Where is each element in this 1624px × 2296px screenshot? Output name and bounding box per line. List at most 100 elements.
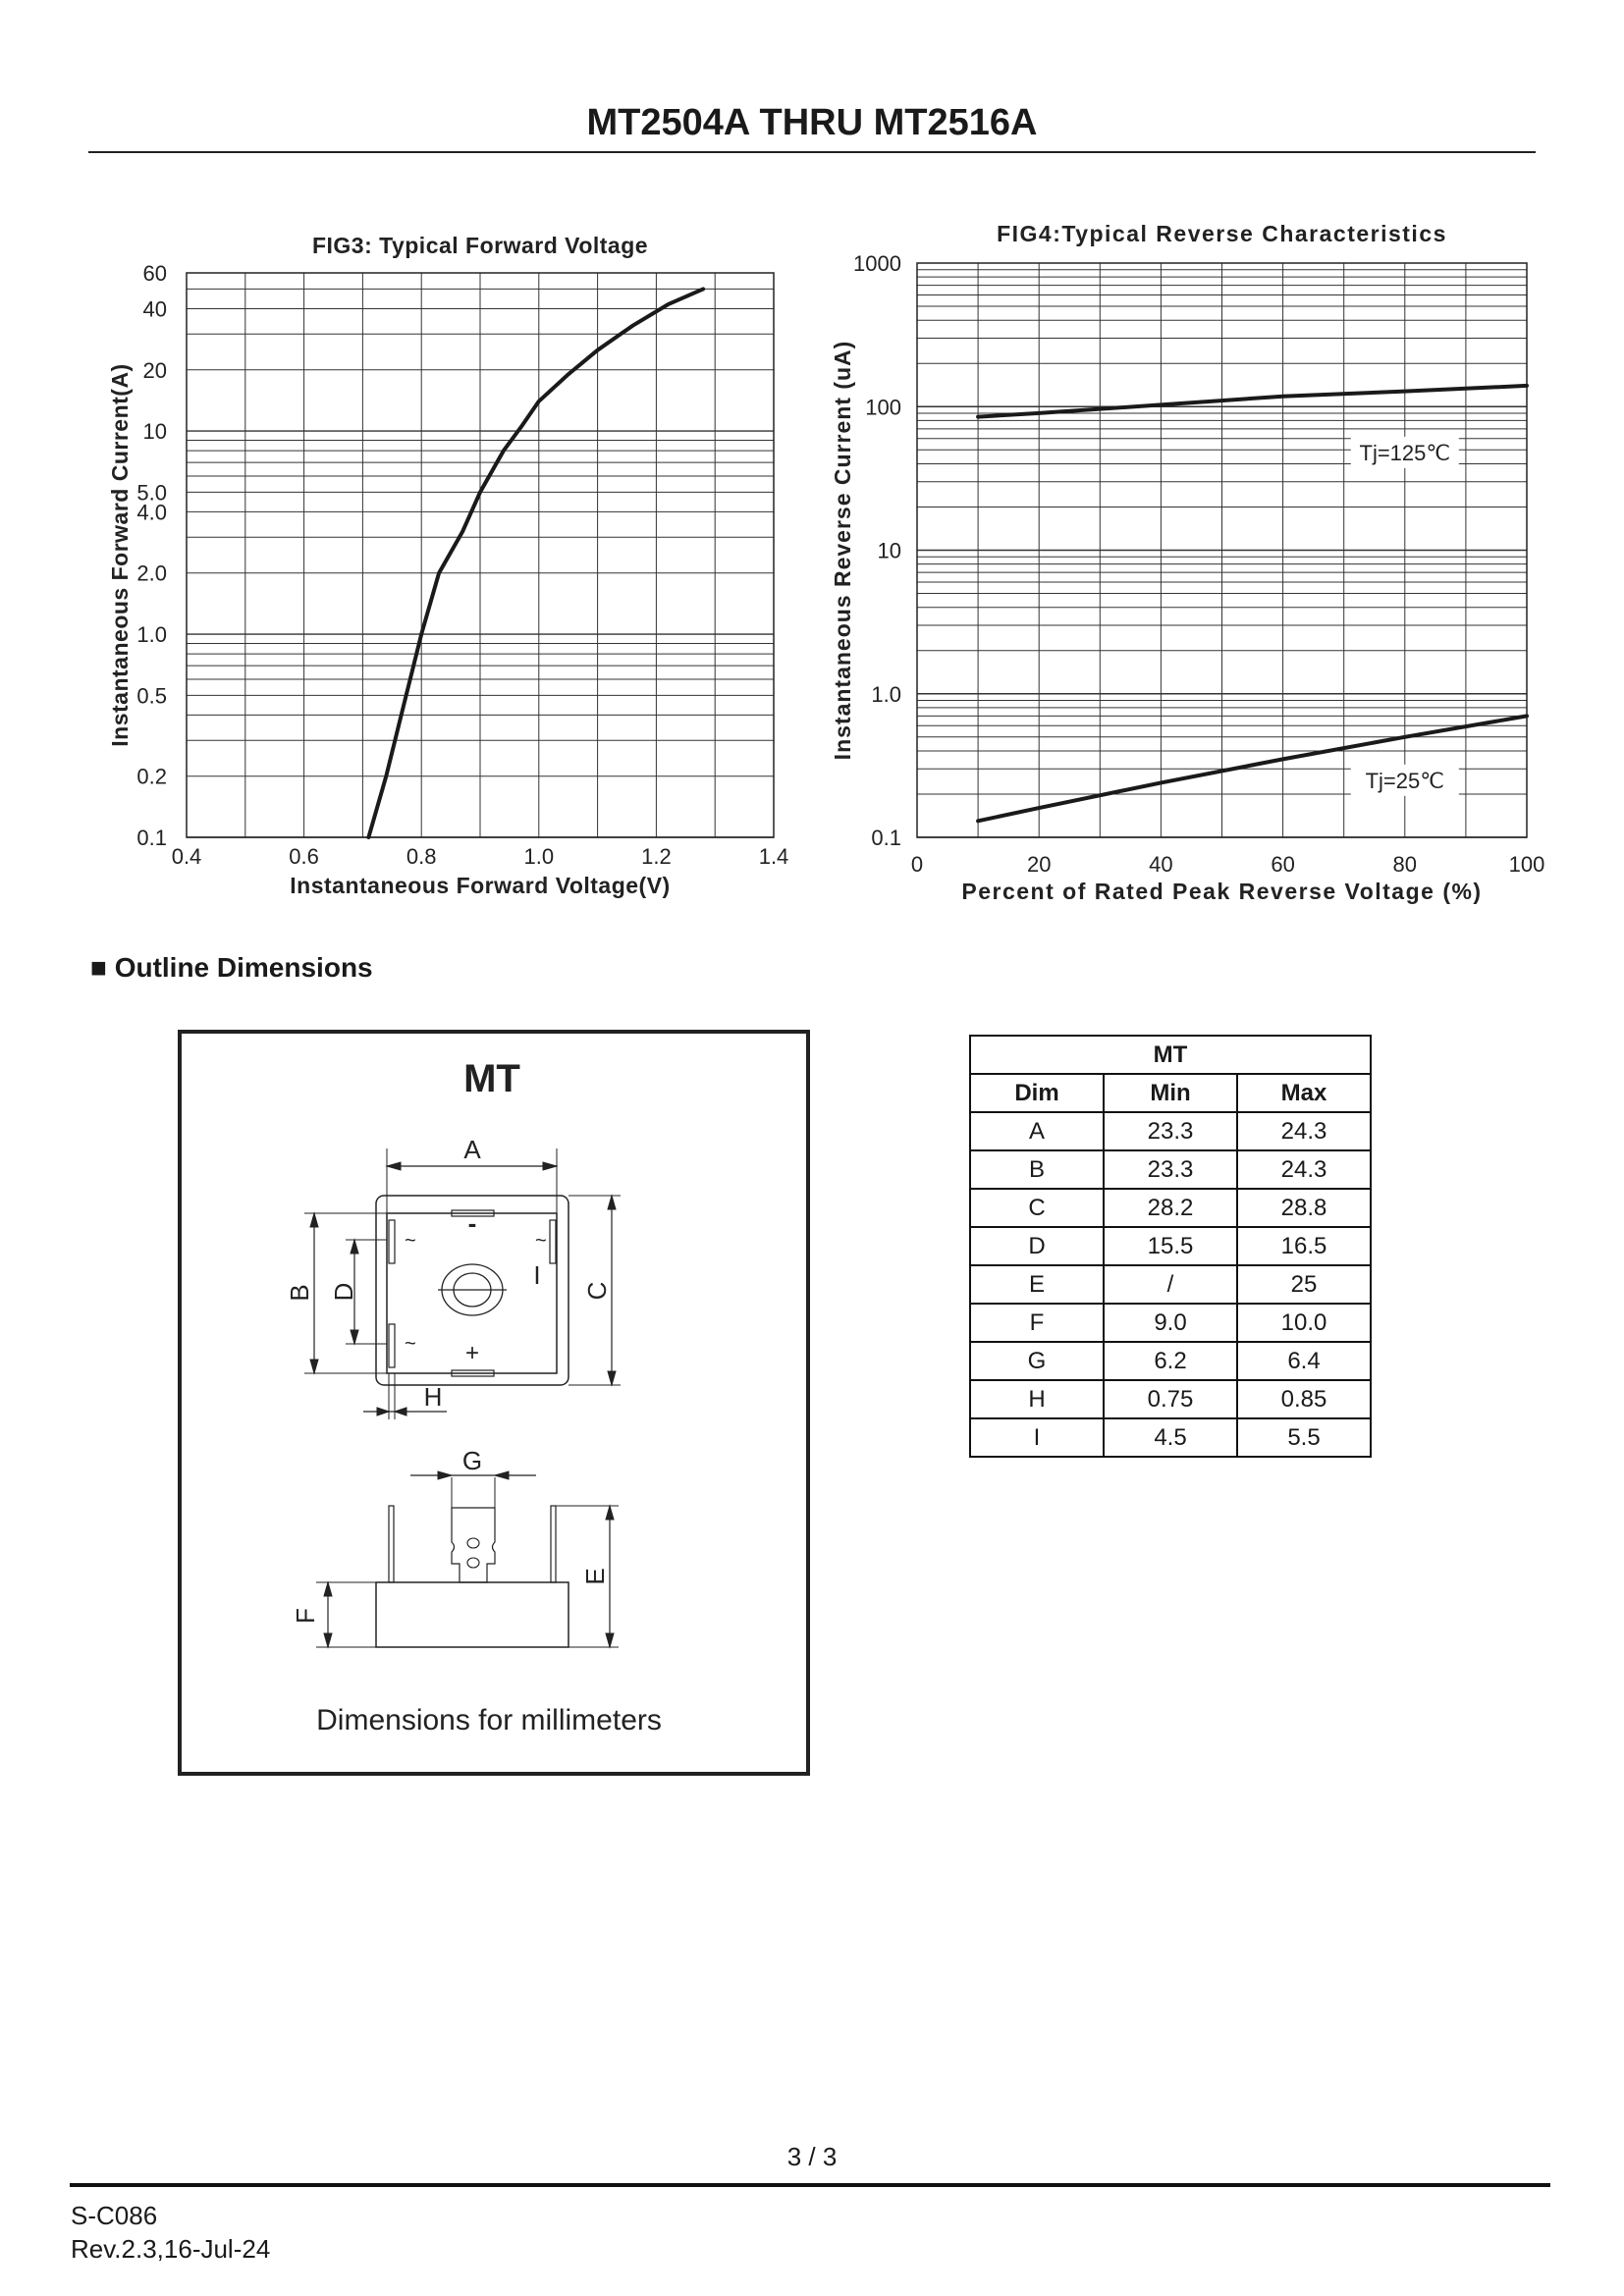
y-axis-label: Instantaneous Forward Current(A)	[107, 363, 133, 746]
max-cell: 0.85	[1236, 1379, 1372, 1419]
x-tick-label: 0.8	[406, 844, 437, 869]
dimensions-caption: Dimensions for millimeters	[316, 1704, 662, 1736]
series-label: Tj=125℃	[1360, 441, 1451, 465]
package-drawing-frame	[178, 1030, 810, 1776]
table-row: D 15.5 16.5	[969, 1226, 1372, 1266]
table-row: A 23.3 24.3	[969, 1111, 1372, 1151]
package-inner-outline	[386, 1212, 558, 1374]
dimensions-table: MT Dim Min Max A 23.3 24.3 B 23.3 24.3 C 28.2 28…	[969, 1035, 1372, 1458]
positive-mark: +	[465, 1340, 479, 1366]
column-header: Min	[1103, 1073, 1238, 1113]
table-group-row: MT	[969, 1035, 1372, 1075]
terminal-ac-2	[388, 1323, 396, 1368]
dim-label-b: B	[285, 1284, 314, 1301]
dim-label-g: G	[462, 1446, 482, 1475]
section-heading-outline: ■ Outline Dimensions	[90, 952, 373, 983]
x-axis-label: Instantaneous Forward Voltage(V)	[290, 873, 670, 898]
min-cell: 28.2	[1103, 1188, 1238, 1228]
chart-title: FIG3: Typical Forward Voltage	[312, 233, 648, 258]
dim-cell: D	[969, 1226, 1105, 1266]
dim-label-h: H	[424, 1382, 443, 1412]
table-group-header: MT	[969, 1035, 1372, 1075]
chart-title: FIG4:Typical Reverse Characteristics	[997, 221, 1447, 246]
document-code: S-C086	[71, 2201, 158, 2230]
plot-frame	[916, 262, 1528, 838]
min-cell: 23.3	[1103, 1149, 1238, 1190]
package-outer-outline	[375, 1195, 569, 1386]
title-divider	[88, 151, 1536, 153]
max-cell: 16.5	[1236, 1226, 1372, 1266]
footer-divider	[70, 2183, 1550, 2187]
min-cell: 6.2	[1103, 1341, 1238, 1381]
terminal-positive	[451, 1369, 495, 1377]
table-row: C 28.2 28.8	[969, 1188, 1372, 1228]
column-header: Max	[1236, 1073, 1372, 1113]
dim-cell: A	[969, 1111, 1105, 1151]
y-tick-label: 0.5	[136, 683, 167, 708]
package-outline-diagram: MT ~ ~ ~ - + I A B D C H G E	[285, 1057, 662, 1736]
max-cell: 25	[1236, 1264, 1372, 1305]
dim-cell: F	[969, 1303, 1105, 1343]
y-tick-label: 1.0	[136, 622, 167, 647]
plot-frame	[186, 272, 775, 838]
y-tick-label: 1.0	[871, 682, 901, 707]
max-cell: 6.4	[1236, 1341, 1372, 1381]
package-body-side	[375, 1581, 569, 1648]
x-tick-label: 60	[1271, 852, 1294, 877]
y-tick-label: 0.1	[136, 826, 167, 850]
x-tick-label: 0	[911, 852, 923, 877]
dim-cell: B	[969, 1149, 1105, 1190]
dim-cell: I	[969, 1417, 1105, 1458]
y-tick-label: 0.1	[871, 826, 901, 850]
chart-4: FIG4:Typical Reverse Characteristics Perc…	[830, 221, 1544, 904]
series-line	[976, 383, 1529, 419]
ac-mark: ~	[405, 1230, 416, 1252]
dim-cell: E	[969, 1264, 1105, 1305]
min-cell: 9.0	[1103, 1303, 1238, 1343]
document-title: MT2504A THRU MT2516A	[586, 102, 1038, 143]
table-row: E/25	[969, 1264, 1372, 1305]
max-cell: 24.3	[1236, 1111, 1372, 1151]
terminal-ac-1	[388, 1219, 396, 1264]
max-cell: 5.5	[1236, 1417, 1372, 1458]
series-line	[366, 287, 706, 839]
x-tick-label: 0.6	[289, 844, 319, 869]
y-tick-label: 100	[865, 395, 901, 419]
table-row: G 6.2 6.4	[969, 1341, 1372, 1381]
negative-mark: -	[468, 1208, 477, 1238]
max-cell: 28.8	[1236, 1188, 1372, 1228]
min-cell: 23.3	[1103, 1111, 1238, 1151]
y-tick-label: 10	[878, 539, 901, 563]
min-cell: 4.5	[1103, 1417, 1238, 1458]
series-label-bg	[1350, 436, 1459, 468]
series-line	[976, 714, 1529, 824]
ac-mark: ~	[535, 1230, 547, 1252]
terminal-negative	[451, 1209, 495, 1217]
x-tick-label: 80	[1393, 852, 1417, 877]
dim-label-d: D	[329, 1283, 358, 1302]
x-tick-label: 100	[1509, 852, 1545, 877]
charts-area: FIG3: Typical Forward Voltage Instantaneo…	[107, 221, 1544, 904]
lead-right	[550, 1505, 557, 1583]
x-axis-label: Percent of Rated Peak Reverse Voltage (%…	[961, 879, 1482, 904]
max-cell: 24.3	[1236, 1149, 1372, 1190]
dim-cell: H	[969, 1379, 1105, 1419]
x-tick-label: 1.4	[759, 844, 789, 869]
chart-3: FIG3: Typical Forward Voltage Instantaneo…	[107, 233, 788, 898]
min-cell: 15.5	[1103, 1226, 1238, 1266]
y-tick-label: 1000	[853, 251, 901, 276]
dim-label-c: C	[582, 1282, 612, 1301]
terminal-ac-3	[549, 1219, 557, 1264]
table-header-row: Dim Min Max	[969, 1073, 1372, 1113]
y-tick-label: 5.0	[136, 480, 167, 505]
dim-cell: C	[969, 1188, 1105, 1228]
page-number: 3 / 3	[786, 2142, 838, 2171]
y-tick-label: 4.0	[136, 500, 167, 524]
dim-label-a: A	[463, 1135, 481, 1164]
max-cell: 10.0	[1236, 1303, 1372, 1343]
y-tick-label: 0.2	[136, 765, 167, 789]
document-revision: Rev.2.3,16-Jul-24	[71, 2234, 271, 2264]
y-axis-label: Instantaneous Reverse Current (uA)	[830, 341, 855, 761]
y-tick-label: 60	[143, 261, 167, 286]
series-label: Tj=25℃	[1366, 769, 1444, 793]
